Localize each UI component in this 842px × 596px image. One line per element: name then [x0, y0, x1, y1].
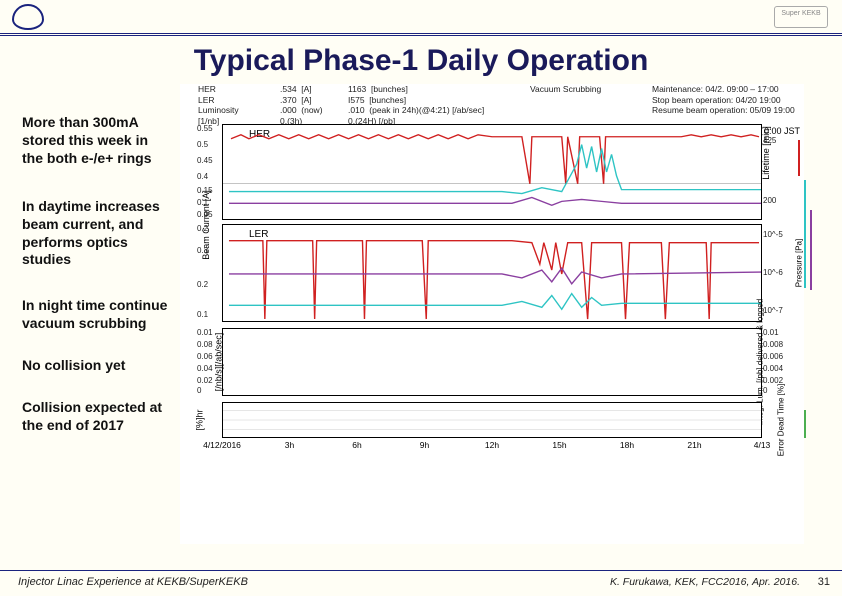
panel-lum: [/nb/s][/ab/sec] Integ. Lum. [/pb] deliv… [222, 328, 762, 396]
yticks-left: 0.01 0.08 0.06 0.04 0.02 0 [197, 329, 221, 395]
yticks-left: 0.55 0.5 0.45 0.4 0.15 0.1 0.05 [197, 125, 221, 219]
side-note: No collision yet [22, 357, 170, 375]
plot-dt [223, 403, 761, 437]
side-note: In night time continue vacuum scrubbing [22, 297, 170, 333]
plot-her [223, 125, 761, 219]
panel-ler: LER Pressure [Pa] 0.2 0.3 0.2 0.1 10^-5 … [222, 224, 762, 322]
yaxis-right: Pressure [Pa] [794, 239, 803, 287]
footer: Injector Linac Experience at KEKB/SuperK… [0, 570, 842, 588]
yticks-right: 10^-5 10^-6 10^-7 [763, 225, 791, 321]
side-note: More than 300mA stored this week in the … [22, 114, 170, 168]
yaxis-right: Error Dead Time [%] [776, 384, 785, 456]
legend-bar-red [798, 140, 800, 176]
hdr-col: Maintenance: 04/2. 09:00 – 17:00 Stop be… [652, 84, 795, 116]
legend-bar-purple [810, 210, 812, 290]
plot-ler [223, 225, 761, 321]
logo-left-icon [12, 4, 44, 30]
sidebar-notes: More than 300mA stored this week in the … [22, 114, 170, 455]
legend-bar-cyan [804, 180, 806, 288]
hdr-col: .534 [A] .370 [A] .000 (now) 0.(3h) [280, 84, 323, 127]
hdr-col: HER LER Luminosity [1/nb] [198, 84, 239, 127]
yticks-left: 0.2 0.3 0.2 0.1 [197, 225, 221, 321]
yaxis-left: [%]hr [195, 409, 205, 430]
xaxis: 4/12/2016 3h 6h 9h 12h 15h 18h 21h 4/13 [222, 438, 762, 458]
side-note: In daytime increases beam current, and p… [22, 198, 170, 270]
panel-dead-time: [%]hr Error Dead Time [%] [222, 402, 762, 438]
header-bar: Super KEKB [0, 0, 842, 36]
footer-left: Injector Linac Experience at KEKB/SuperK… [18, 576, 248, 588]
page-number: 31 [818, 576, 830, 588]
chart-area: HER LER Luminosity [1/nb] .534 [A] .370 … [180, 84, 804, 544]
yticks-right: 425 200 [763, 125, 791, 219]
chart-header: HER LER Luminosity [1/nb] .534 [A] .370 … [180, 84, 804, 124]
logo-right: Super KEKB [774, 6, 828, 28]
footer-right: K. Furukawa, KEK, FCC2016, Apr. 2016. [610, 576, 800, 588]
legend-bar-green [804, 410, 806, 438]
panel-her: HER Beam Current [A] Lifetime [min] 0.55… [222, 124, 762, 220]
side-note: Collision expected at the end of 2017 [22, 399, 170, 435]
hdr-col: Vacuum Scrubbing [530, 84, 601, 95]
hdr-col: 1163 [bunches] I575 [bunches] .010 (peak… [348, 84, 484, 127]
page-title: Typical Phase-1 Daily Operation [0, 44, 842, 78]
